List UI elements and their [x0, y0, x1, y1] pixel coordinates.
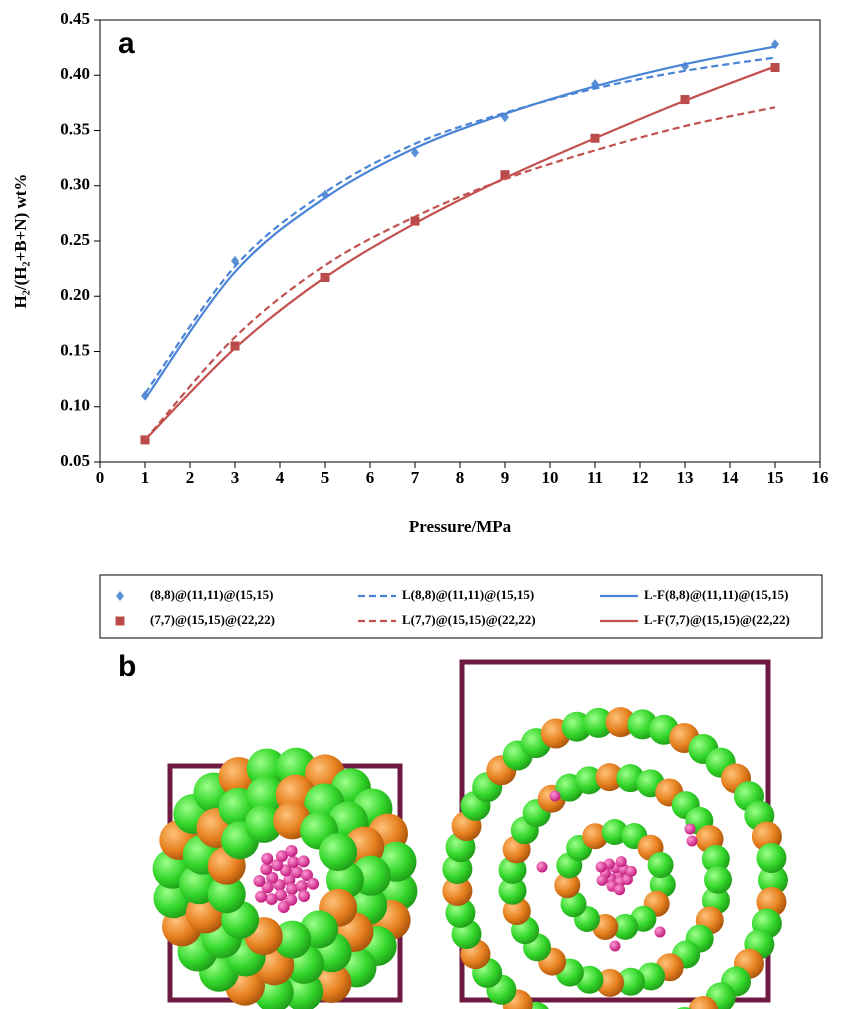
hydrogen	[537, 862, 548, 873]
hydrogen	[655, 927, 666, 938]
x-tick-label: 13	[677, 468, 694, 487]
hydrogen	[298, 855, 310, 867]
hydrogen	[296, 880, 308, 892]
hydrogen	[614, 884, 625, 895]
x-tick-label: 5	[321, 468, 330, 487]
x-tick-label: 12	[632, 468, 649, 487]
hydrogen	[266, 893, 278, 905]
atom	[319, 833, 357, 871]
y-tick-label: 0.35	[60, 119, 90, 138]
hydrogen	[626, 866, 637, 877]
hydrogen	[597, 875, 608, 886]
legend-label: L-F(7,7)@(15,15)@(22,22)	[644, 612, 790, 627]
atom	[756, 843, 786, 873]
y-tick-label: 0.25	[60, 230, 90, 249]
x-tick-label: 8	[456, 468, 465, 487]
hydrogen	[685, 824, 696, 835]
hydrogen	[255, 891, 267, 903]
legend-marker	[116, 617, 125, 626]
hydrogen	[253, 875, 265, 887]
figure: a Pressure/MPa H₂/(H₂+B+N) wt% b 0.05 0.1…	[0, 0, 849, 1009]
legend-label: L(7,7)@(15,15)@(22,22)	[402, 612, 536, 627]
y-tick-label: 0.10	[60, 396, 90, 415]
x-tick-label: 15	[767, 468, 784, 487]
hydrogen	[287, 856, 299, 868]
legend-marker	[116, 591, 124, 601]
hydrogen	[596, 861, 607, 872]
y-tick-label: 0.15	[60, 340, 90, 359]
hydrogen	[278, 901, 290, 913]
y-tick-label: 0.20	[60, 285, 90, 304]
hydrogen	[286, 845, 298, 857]
x-axis-label: Pressure/MPa	[409, 517, 512, 536]
y-tick-label: 0.45	[60, 9, 90, 28]
molecular-structures	[153, 662, 788, 1009]
hydrogen	[616, 856, 627, 867]
hydrogen	[610, 941, 621, 952]
atom	[648, 852, 674, 878]
series-line	[145, 66, 775, 439]
panel-label: a	[118, 27, 135, 60]
hydrogen	[261, 853, 273, 865]
x-tick-label: 4	[276, 468, 285, 487]
hydrogen	[307, 878, 319, 890]
x-tick-label: 14	[722, 468, 740, 487]
hydrogen	[550, 791, 561, 802]
hydrogen	[260, 863, 272, 875]
y-tick-label: 0.05	[60, 451, 90, 470]
x-tick-label: 2	[186, 468, 195, 487]
atom	[704, 866, 732, 894]
x-tick-label: 1	[141, 468, 150, 487]
x-tick-label: 7	[411, 468, 420, 487]
legend-label: (8,8)@(11,11)@(15,15)	[150, 587, 273, 602]
x-tick-label: 11	[587, 468, 603, 487]
x-tick-label: 6	[366, 468, 375, 487]
x-tick-label: 9	[501, 468, 510, 487]
series-line	[145, 107, 775, 440]
y-axis-label: H₂/(H₂+B+N) wt%	[11, 174, 30, 309]
y-tick-label: 0.40	[60, 64, 90, 83]
plot-frame	[100, 20, 820, 462]
hydrogen	[298, 890, 310, 902]
y-tick-label: 0.30	[60, 175, 90, 194]
x-tick-label: 0	[96, 468, 105, 487]
x-tick-label: 10	[542, 468, 559, 487]
x-tick-label: 3	[231, 468, 240, 487]
legend-label: L(8,8)@(11,11)@(15,15)	[402, 587, 534, 602]
x-tick-label: 16	[812, 468, 829, 487]
panel-label: b	[118, 650, 136, 683]
hydrogen	[687, 836, 698, 847]
legend-label: L-F(8,8)@(11,11)@(15,15)	[644, 587, 788, 602]
legend-box	[100, 575, 822, 638]
legend-label: (7,7)@(15,15)@(22,22)	[150, 612, 275, 627]
